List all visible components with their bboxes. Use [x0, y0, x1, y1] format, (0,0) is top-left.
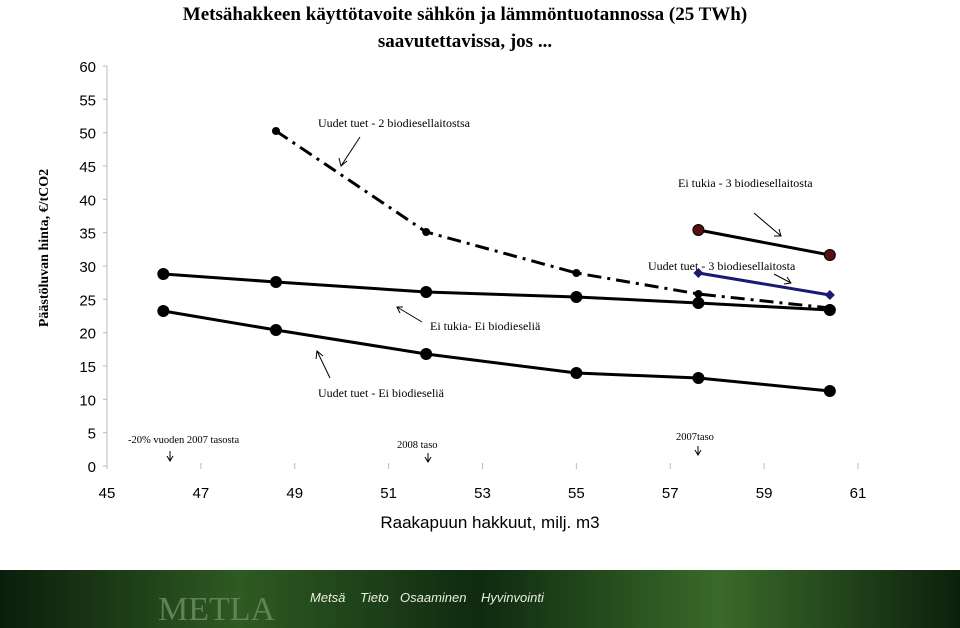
- x-tick-label: 53: [474, 485, 491, 502]
- x-tick-label: 61: [850, 485, 867, 502]
- series-label: Ei tukia - 3 biodiesellaitosta: [678, 176, 813, 190]
- y-tick-label: 20: [79, 326, 96, 343]
- marker: [157, 268, 170, 280]
- y-tick-label: 30: [79, 259, 96, 276]
- footer-tag: Osaaminen: [400, 590, 466, 605]
- y-tick-label: 35: [79, 226, 96, 243]
- marker: [572, 269, 581, 277]
- series-label: Uudet tuet - 2 biodiesellaitostsa: [318, 116, 471, 130]
- series-label: Uudet tuet - Ei biodieseliä: [318, 386, 445, 400]
- chart-title: Metsähakkeen käyttötavoite sähkön ja läm…: [183, 4, 747, 25]
- marker: [422, 228, 431, 236]
- x-tick-label: 57: [662, 485, 679, 502]
- y-tick-label: 25: [79, 292, 96, 309]
- y-tick-label: 50: [79, 126, 96, 143]
- series-label: Ei tukia- Ei biodieseliä: [430, 319, 541, 333]
- marker: [269, 276, 282, 288]
- x-tick-label: 47: [193, 485, 210, 502]
- y-tick-label: 15: [79, 359, 96, 376]
- marker: [570, 291, 583, 303]
- marker: [824, 290, 835, 300]
- marker: [570, 367, 583, 379]
- chart-title: saavutettavissa, jos ...: [378, 31, 552, 52]
- series-line: [698, 228, 831, 257]
- footer-tag: Hyvinvointi: [481, 590, 545, 605]
- y-tick-label: 45: [79, 159, 96, 176]
- y-tick-label: 55: [79, 92, 96, 109]
- marker: [694, 290, 703, 298]
- arrows: [166, 136, 792, 463]
- y-tick-label: 60: [79, 59, 96, 76]
- x-tick-label: 49: [286, 485, 303, 502]
- series-line: [163, 272, 830, 312]
- marker: [823, 249, 836, 261]
- annotation: 2008 taso: [397, 440, 438, 451]
- marker: [157, 305, 170, 317]
- marker: [692, 372, 705, 384]
- y-tick-label: 5: [88, 426, 96, 443]
- series-line: [275, 129, 830, 310]
- series-label: Uudet tuet - 3 biodiesellaitosta: [648, 259, 796, 273]
- y-tick-label: 10: [79, 392, 96, 409]
- marker: [692, 224, 705, 236]
- series-line: [698, 271, 831, 297]
- footer-tag: Metsä: [310, 590, 345, 605]
- marker: [420, 348, 433, 360]
- x-tick-label: 51: [380, 485, 397, 502]
- marker: [420, 286, 433, 298]
- series-line: [163, 309, 830, 393]
- footer-logo: METLA: [158, 591, 276, 628]
- annotation: -20% vuoden 2007 tasosta: [128, 435, 239, 446]
- marker: [269, 324, 282, 336]
- marker: [692, 297, 705, 309]
- marker: [823, 385, 836, 397]
- x-tick-label: 59: [756, 485, 773, 502]
- y-axis-label: Päästöluvan hinta, €/tCO2: [37, 169, 52, 327]
- y-tick-label: 0: [88, 459, 96, 476]
- annotation: 2007taso: [676, 432, 714, 443]
- y-tick-label: 40: [79, 192, 96, 209]
- x-tick-label: 45: [99, 485, 116, 502]
- marker: [271, 127, 280, 135]
- marker: [693, 268, 704, 278]
- footer-tag: Tieto: [360, 590, 389, 605]
- x-tick-label: 55: [568, 485, 585, 502]
- x-axis-label: Raakapuun hakkuut, milj. m3: [380, 513, 599, 532]
- marker: [825, 304, 834, 312]
- footer-band: [0, 570, 960, 628]
